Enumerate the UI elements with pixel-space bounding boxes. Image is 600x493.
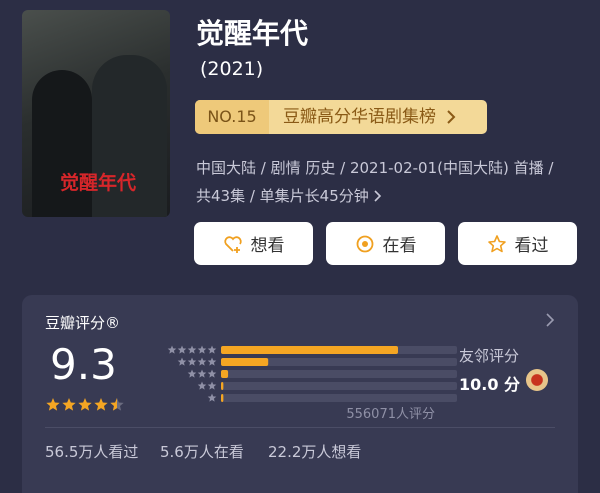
small-star (207, 369, 217, 378)
chevron (546, 313, 555, 327)
small-star (167, 345, 177, 354)
star (62, 398, 76, 411)
bar (221, 346, 398, 354)
small-star (207, 345, 217, 354)
watching-button[interactable]: 在看 (326, 222, 445, 265)
bar (221, 394, 224, 402)
icon (356, 235, 373, 252)
score-stars (46, 398, 124, 411)
button-label: 想看 (250, 236, 285, 256)
small-star (187, 369, 197, 378)
rating-label: 豆瓣评分® (45, 314, 121, 332)
watched-button[interactable]: 看过 (458, 222, 577, 265)
bar (221, 358, 269, 366)
small-star (197, 381, 207, 390)
friends-score: 10.0 分 (459, 375, 521, 394)
small-star (207, 381, 217, 390)
small-star (187, 345, 197, 354)
star (110, 398, 117, 411)
info-text: 共43集 / 单集片长45分钟 (196, 187, 369, 205)
stat: 22.2万人想看 (268, 443, 362, 461)
bar (221, 370, 229, 378)
small-star (177, 345, 187, 354)
button-label: 在看 (382, 236, 417, 256)
button-label: 看过 (514, 236, 549, 256)
small-star (197, 369, 207, 378)
rating-distribution (167, 345, 457, 402)
bar-track (221, 358, 457, 366)
poster-title: 觉醒年代 (60, 172, 137, 194)
year: (2021) (200, 58, 264, 80)
small-star (207, 357, 217, 366)
divider (45, 427, 555, 428)
bar (221, 382, 224, 390)
poster[interactable]: 觉醒年代 (22, 10, 170, 217)
stat: 56.5万人看过 (45, 443, 139, 461)
info-line: 中国大陆 / 剧情 历史 / 2021-02-01(中国大陆) 首播 / (196, 159, 554, 177)
poster-figure (32, 70, 92, 217)
chevron (374, 189, 381, 202)
score: 9.3 (50, 340, 117, 389)
rank-list: 豆瓣高分华语剧集榜 (283, 107, 436, 127)
rank-number: NO.15 (195, 100, 269, 134)
small-star (207, 393, 217, 402)
small-star (177, 357, 187, 366)
title: 觉醒年代 (196, 17, 309, 50)
stat: 5.6万人在看 (160, 443, 244, 461)
icon (487, 234, 506, 252)
poster-figure (92, 55, 167, 217)
bar-track (221, 370, 457, 378)
icon (223, 235, 242, 253)
star (94, 398, 108, 411)
rating-count: 556071人评分 (346, 407, 435, 422)
avatar[interactable] (526, 369, 548, 391)
star (46, 398, 60, 411)
small-star (187, 357, 197, 366)
star (78, 398, 92, 411)
bar-track (221, 382, 457, 390)
info-line[interactable]: 共43集 / 单集片长45分钟 (196, 185, 383, 206)
friends-label: 友邻评分 (459, 347, 520, 365)
want-button[interactable]: 想看 (194, 222, 313, 265)
small-star (197, 345, 207, 354)
rating-card[interactable]: 豆瓣评分® 9.3 556071人评分 友邻评分 10.0 分 56.5万人看过… (22, 295, 578, 493)
chevron (447, 110, 456, 124)
rank-badge[interactable]: NO.15 豆瓣高分华语剧集榜 (195, 100, 487, 134)
bar-track (221, 394, 457, 402)
small-star (197, 357, 207, 366)
